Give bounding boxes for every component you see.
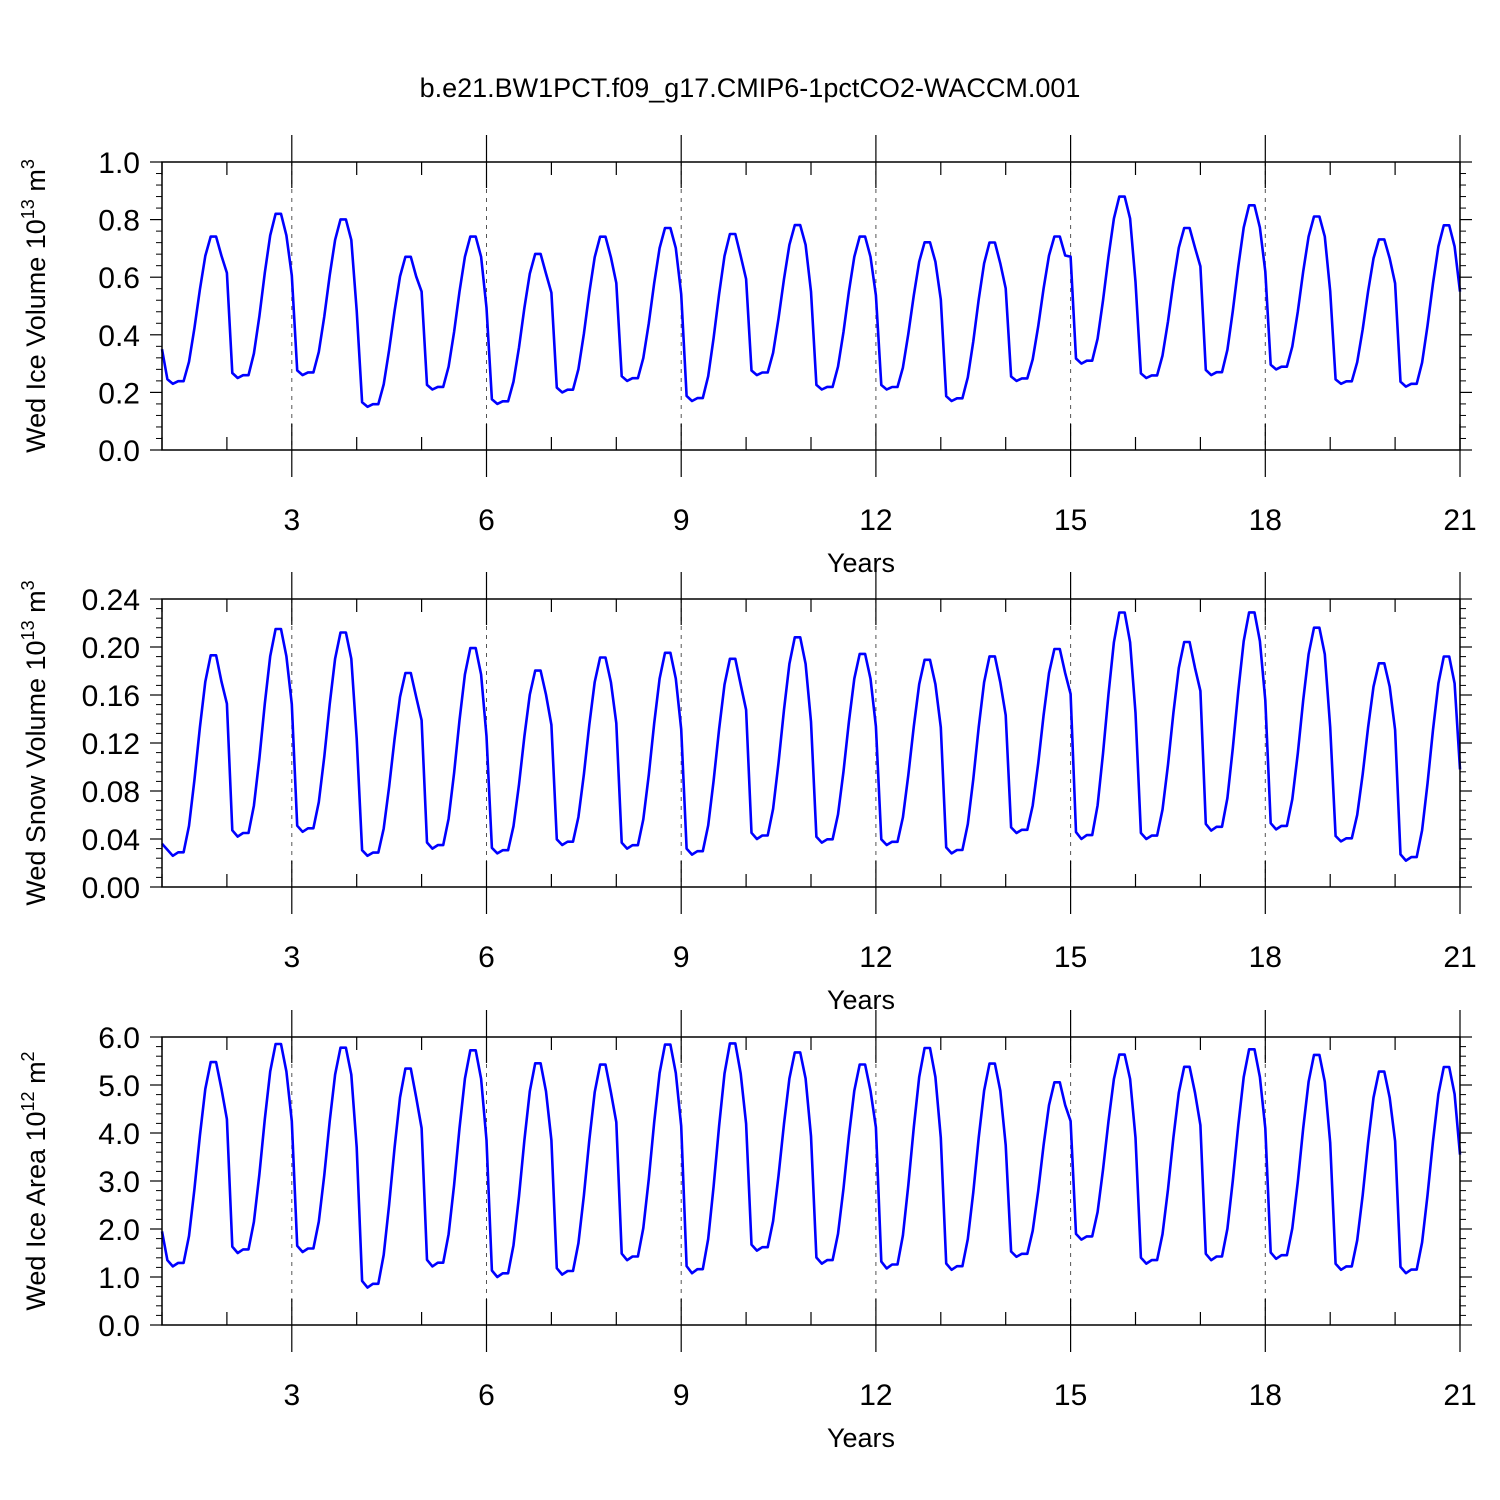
y-tick-label: 0.24 [82, 584, 140, 617]
y-tick-label: 0.08 [82, 776, 140, 809]
y-tick-label: 0.12 [82, 728, 140, 761]
chart-panel-3: 0.0 1.0 2.0 3.0 4.0 5.0 6.0 3 6 9 12 15 18 21 Years Wed… [18, 1010, 1477, 1453]
y-tick-label: 4.0 [98, 1118, 140, 1151]
x-tick-label: 3 [283, 941, 300, 974]
x-tick-label: 21 [1443, 504, 1476, 537]
y-tick-label: 0.00 [82, 872, 140, 905]
y-tick-label: 0.0 [98, 1310, 140, 1343]
x-tick-label: 15 [1054, 504, 1087, 537]
data-line-series [161, 611, 1462, 862]
chart-panels: 0.0 0.2 0.4 0.6 0.8 1.0 3 6 9 12 15 18 21 Years Wed Ic… [18, 135, 1477, 1453]
y-tick-label: 2.0 [98, 1214, 140, 1247]
y-tick-label: 0.4 [98, 320, 140, 353]
y-tick-label: 0.6 [98, 262, 140, 295]
x-tick-label: 6 [478, 941, 495, 974]
y-tick-label: 0.0 [98, 435, 140, 468]
plot-frame [161, 598, 1461, 888]
chart-title: b.e21.BW1PCT.f09_g17.CMIP6-1pctCO2-WACCM… [420, 73, 1081, 103]
x-tick-label: 6 [478, 504, 495, 537]
x-tick-label: 15 [1054, 941, 1087, 974]
x-tick-label: 18 [1249, 504, 1282, 537]
plot-frame [161, 161, 1461, 451]
x-tick-label: 21 [1443, 1379, 1476, 1412]
y-tick-label: 6.0 [98, 1022, 140, 1055]
data-line-series [160, 1042, 1462, 1289]
y-tick-label: 5.0 [98, 1070, 140, 1103]
y-tick-label: 0.04 [82, 824, 140, 857]
y-axis-label: Wed Ice Area 1012 m2 [18, 1051, 51, 1310]
y-tick-label: 0.20 [82, 632, 140, 665]
chart-panel-1: 0.0 0.2 0.4 0.6 0.8 1.0 3 6 9 12 15 18 21 Years Wed Ic… [18, 135, 1477, 578]
x-tick-label: 9 [673, 1379, 690, 1412]
x-tick-label: 21 [1443, 941, 1476, 974]
chart-panel-2: 0.00 0.04 0.08 0.12 0.16 0.20 0.24 3 6 9 12 15 18 21 Y… [18, 572, 1477, 1015]
y-tick-label: 0.2 [98, 377, 140, 410]
y-tick-label: 1.0 [98, 1262, 140, 1295]
x-tick-label: 12 [859, 941, 892, 974]
x-tick-label: 9 [673, 504, 690, 537]
y-axis-label: Wed Snow Volume 1013 m3 [18, 580, 51, 905]
data-line-series [160, 195, 1462, 409]
x-axis-label: Years [827, 548, 895, 578]
x-tick-label: 18 [1249, 1379, 1282, 1412]
y-axis-label: Wed Ice Volume 1013 m3 [18, 159, 51, 453]
x-tick-label: 12 [859, 1379, 892, 1412]
y-tick-label: 0.16 [82, 680, 140, 713]
x-tick-label: 3 [283, 1379, 300, 1412]
y-tick-label: 0.8 [98, 205, 140, 238]
x-tick-label: 6 [478, 1379, 495, 1412]
x-tick-label: 9 [673, 941, 690, 974]
x-tick-label: 12 [859, 504, 892, 537]
x-axis-label: Years [827, 985, 895, 1015]
x-tick-label: 18 [1249, 941, 1282, 974]
x-axis-label: Years [827, 1423, 895, 1453]
x-tick-label: 15 [1054, 1379, 1087, 1412]
y-tick-label: 1.0 [98, 147, 140, 180]
y-tick-label: 3.0 [98, 1166, 140, 1199]
x-tick-label: 3 [283, 504, 300, 537]
plot-frame [161, 1036, 1461, 1326]
